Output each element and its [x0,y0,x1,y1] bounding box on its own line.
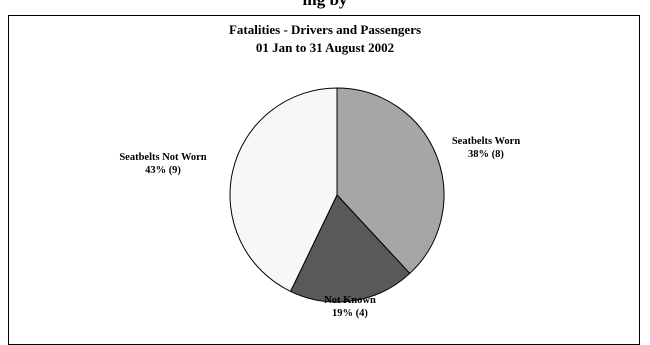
slice-name-seatbelts-worn: Seatbelts Worn [451,136,521,147]
slice-value-not-known: 19% (4) [332,308,368,319]
pie-slice-seatbelts-worn [336,87,445,275]
slice-name-seatbelts-not-worn: Seatbelts Not Worn [119,152,207,163]
slice-name-not-known: Not Known [324,295,376,306]
pie-slice-seatbelts-not-worn [229,87,338,293]
chart-title: Fatalities - Drivers and Passengers [228,22,422,37]
chart-subtitle: 01 Jan to 31 August 2002 [255,40,395,55]
slice-value-seatbelts-worn: 38% (8) [468,149,504,160]
pie-chart [229,87,445,303]
page-header-fragment: ing by [200,0,450,8]
slice-value-seatbelts-not-worn: 43% (9) [145,165,181,176]
slice-label-seatbelts-not-worn: Seatbelts Not Worn 43% (9) [119,151,206,177]
pie-slice-not-known [289,194,411,303]
slice-label-not-known: Not Known 19% (4) [324,294,376,320]
slice-label-seatbelts-worn: Seatbelts Worn 38% (8) [452,135,520,161]
